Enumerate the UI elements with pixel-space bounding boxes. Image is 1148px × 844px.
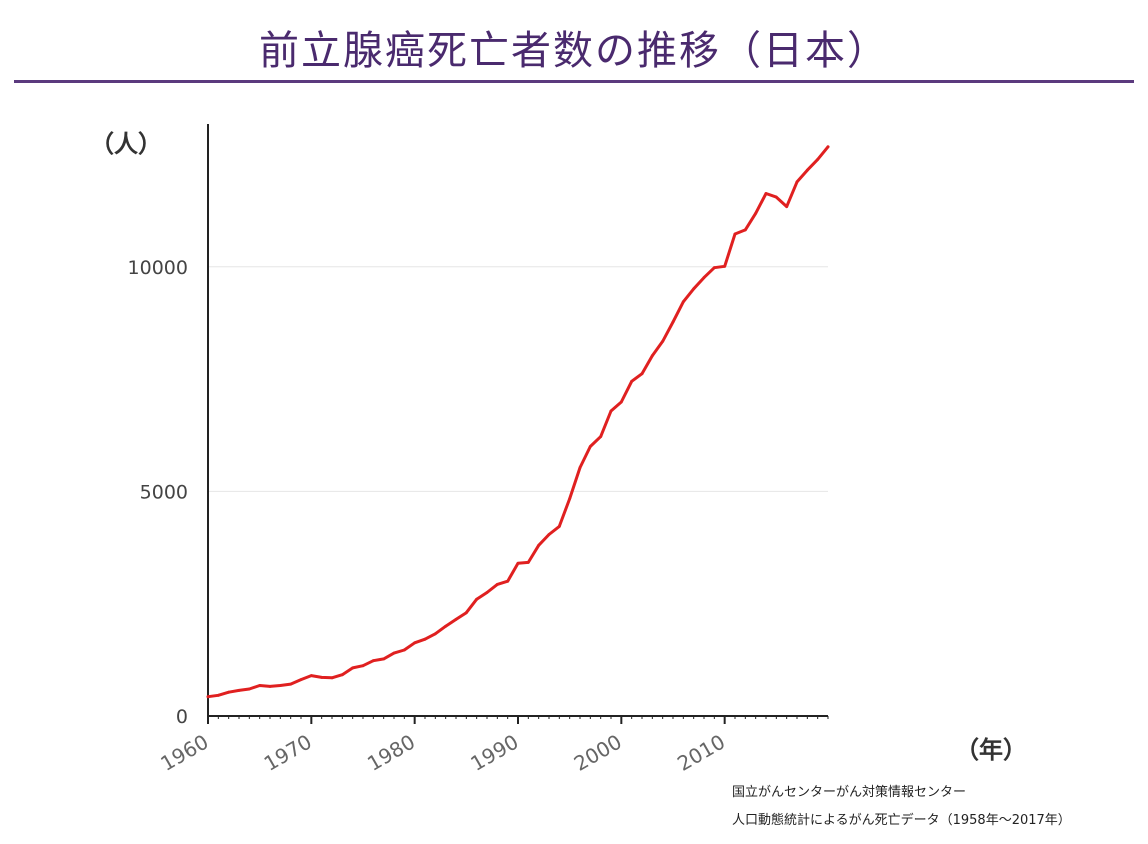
data-point-1974 [351,666,355,670]
data-point-1960 [206,695,210,699]
data-point-1966 [268,685,272,688]
data-point-1968 [289,682,293,686]
series-group [206,145,830,699]
data-point-1964 [247,687,251,691]
data-point-2003 [650,354,654,358]
data-point-1985 [464,611,468,615]
data-point-2007 [692,287,696,291]
y-axis-unit-label: （人） [90,130,162,158]
title-divider [14,80,1134,83]
data-point-1962 [227,690,231,694]
data-point-2009 [712,266,716,270]
data-point-1984 [454,618,458,621]
data-point-1973 [340,673,344,677]
data-point-1979 [402,648,406,652]
data-point-1977 [382,657,386,661]
data-point-2006 [681,300,685,304]
data-point-1989 [506,579,510,583]
data-point-2010 [723,264,727,268]
x-axis-unit-label: （年） [955,736,1027,764]
source-line-1: 国立がんセンターがん対策情報センター [732,785,967,800]
data-point-1980 [413,641,417,645]
data-point-1986 [475,597,479,601]
data-point-1987 [485,591,489,594]
data-point-2019 [816,158,820,161]
data-point-2012 [743,228,747,232]
data-point-2005 [671,320,675,324]
data-point-1967 [278,684,282,687]
data-point-1991 [526,561,530,564]
data-point-1976 [371,659,375,663]
data-point-1981 [423,637,427,641]
data-point-1972 [330,676,334,680]
data-point-1988 [495,583,499,586]
data-point-1970 [309,674,313,677]
data-point-1963 [237,689,241,692]
source-line-2: 人口動態統計によるがん死亡データ（1958年〜2017年） [732,813,1071,828]
data-point-2004 [661,339,665,343]
data-point-1998 [599,435,603,438]
data-point-1996 [578,466,582,469]
data-point-1978 [392,651,396,655]
y-tick-label-10000: 10000 [128,257,188,279]
data-point-2011 [733,232,737,236]
series-line-0 [206,145,830,699]
chart-title: 前立腺癌死亡者数の推移（日本） [259,28,889,74]
data-point-2014 [764,192,768,195]
data-point-1994 [557,525,561,528]
data-point-1999 [609,409,613,413]
y-tick-label-5000: 5000 [140,481,188,503]
data-point-2018 [805,168,809,172]
data-point-1969 [299,678,303,681]
data-point-2017 [795,180,799,184]
gridlines [208,266,828,492]
y-tick-label-0: 0 [176,706,188,728]
x-tick-label-2010: 2010 [673,730,729,776]
x-tick-label-1960: 1960 [156,730,212,776]
data-point-1995 [568,497,572,500]
data-point-1993 [547,533,551,536]
data-point-2000 [619,400,623,404]
x-tick-label-2000: 2000 [570,730,626,776]
data-point-2020 [826,145,830,149]
data-point-1961 [216,693,220,697]
data-point-2002 [640,372,644,376]
x-tick-labels: 1960 1970 1980 1990 2000 2010 [156,716,829,776]
data-point-1965 [258,684,262,687]
data-point-1992 [537,543,541,547]
data-point-2001 [630,379,634,383]
data-point-1990 [516,561,520,565]
data-point-1997 [588,445,592,448]
data-point-1982 [433,632,437,636]
x-tick-label-1990: 1990 [466,730,522,776]
data-point-2008 [702,276,706,279]
x-tick-label-1970: 1970 [260,730,316,776]
data-point-1975 [361,664,365,668]
x-tick-label-1980: 1980 [363,730,419,776]
data-point-2015 [774,195,778,199]
data-point-2013 [754,211,758,215]
data-point-1983 [444,624,448,628]
y-tick-labels: 0 5000 10000 [128,257,188,728]
data-point-2016 [785,205,789,209]
data-point-1971 [320,676,324,679]
